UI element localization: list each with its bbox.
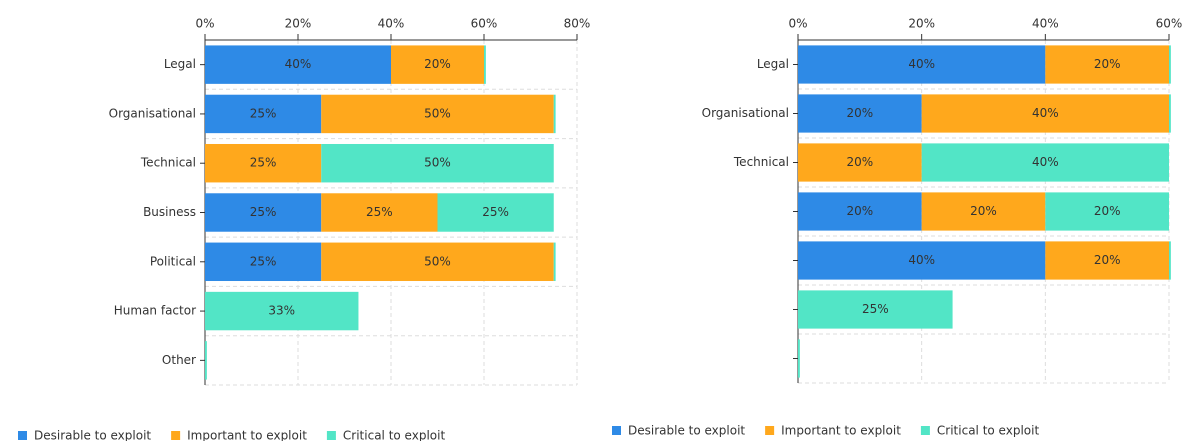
bar-segment xyxy=(484,45,486,84)
bar-segment xyxy=(205,242,322,282)
bar-segment xyxy=(798,241,1046,280)
y-tick-label: Legal xyxy=(757,57,789,71)
bar-segment xyxy=(205,94,322,134)
data-label: 50% xyxy=(424,156,451,170)
data-label: 40% xyxy=(1032,155,1059,169)
data-label: 40% xyxy=(908,253,935,267)
bar-segment xyxy=(798,290,953,329)
bar-segment xyxy=(1169,241,1171,280)
data-label: 50% xyxy=(424,254,451,268)
bar-segment xyxy=(205,193,322,232)
bar-segment xyxy=(391,45,484,84)
data-label: 33% xyxy=(268,304,295,318)
x-tick-label: 20% xyxy=(908,17,935,31)
data-label: 20% xyxy=(1094,57,1121,71)
y-tick-label: Technical xyxy=(140,156,196,170)
data-label: 40% xyxy=(285,57,312,71)
legend-swatch xyxy=(765,426,775,435)
bar-segment xyxy=(798,94,922,133)
x-tick-label: 80% xyxy=(564,17,591,31)
y-tick-label: Organisational xyxy=(702,106,789,120)
data-label: 20% xyxy=(846,155,873,169)
data-label: 40% xyxy=(1032,106,1059,120)
y-tick-label: Technical xyxy=(733,155,789,169)
legend-swatch xyxy=(920,426,930,435)
data-label: 40% xyxy=(908,57,935,71)
y-tick-label: Human factor xyxy=(114,304,196,318)
bar-segment xyxy=(1045,45,1169,84)
legend-swatch xyxy=(18,431,27,440)
legend-label: Important to exploit xyxy=(781,424,901,438)
bar-segment xyxy=(1169,94,1171,133)
bar-segment xyxy=(798,192,922,231)
bar-segment xyxy=(921,143,1169,182)
bar-segment xyxy=(205,143,322,183)
bar-segment xyxy=(798,45,1046,84)
bar-segment xyxy=(1169,45,1171,84)
data-label: 25% xyxy=(250,254,277,268)
data-label: 25% xyxy=(250,106,277,120)
bar-segment xyxy=(321,94,554,134)
y-tick-label: Organisational xyxy=(109,106,196,120)
bar-segment xyxy=(321,193,438,232)
bar-segment xyxy=(798,339,800,378)
data-label: 25% xyxy=(482,205,509,219)
bar-segment xyxy=(798,143,922,182)
bar-segment xyxy=(321,143,554,183)
data-label: 25% xyxy=(250,205,277,219)
bar-segment xyxy=(553,94,556,134)
bar-segment xyxy=(921,94,1169,133)
data-label: 20% xyxy=(846,204,873,218)
data-label: 25% xyxy=(366,205,393,219)
bar-segment xyxy=(921,192,1046,231)
bar-segment xyxy=(205,291,359,331)
legend-label: Important to exploit xyxy=(187,429,307,441)
bar-segment xyxy=(553,242,556,282)
y-tick-label: Legal xyxy=(164,57,196,71)
bar-segment xyxy=(205,45,391,84)
legend-swatch xyxy=(326,431,336,440)
data-label: 25% xyxy=(862,302,889,316)
y-tick-label: Business xyxy=(143,205,196,219)
bar-segment xyxy=(321,242,554,282)
data-label: 25% xyxy=(250,156,277,170)
x-tick-label: 60% xyxy=(1156,17,1183,31)
data-label: 20% xyxy=(424,57,451,71)
data-label: 20% xyxy=(846,106,873,120)
y-tick-label: Political xyxy=(150,254,196,268)
data-label: 20% xyxy=(970,204,997,218)
x-tick-label: 0% xyxy=(788,17,807,31)
y-tick-label: Other xyxy=(162,353,196,367)
x-tick-label: 40% xyxy=(378,17,405,31)
bar-segment xyxy=(205,341,207,380)
legend-label: Desirable to exploit xyxy=(628,424,745,438)
legend-swatch xyxy=(612,426,621,435)
x-tick-label: 40% xyxy=(1032,17,1059,31)
legend-label: Critical to exploit xyxy=(343,429,446,441)
data-label: 20% xyxy=(1094,253,1121,267)
x-tick-label: 0% xyxy=(195,17,214,31)
legend-label: Critical to exploit xyxy=(937,424,1040,438)
x-tick-label: 20% xyxy=(285,17,312,31)
legend-swatch xyxy=(171,431,181,440)
bar-segment xyxy=(437,193,554,232)
x-tick-label: 60% xyxy=(471,17,498,31)
data-label: 50% xyxy=(424,106,451,120)
bar-segment xyxy=(1045,192,1169,231)
data-label: 20% xyxy=(1094,204,1121,218)
legend-label: Desirable to exploit xyxy=(34,429,151,441)
bar-segment xyxy=(1045,241,1169,280)
